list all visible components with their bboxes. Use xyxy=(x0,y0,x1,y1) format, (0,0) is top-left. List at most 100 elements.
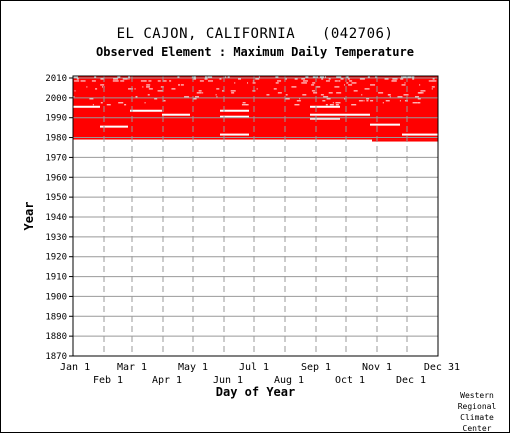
missing-period xyxy=(220,133,249,136)
y-tick-label: 1990 xyxy=(45,114,67,124)
missing-day xyxy=(312,76,318,78)
credit-line: Western xyxy=(460,391,494,400)
x-tick-label: May 1 xyxy=(178,362,208,373)
x-tick-label: Aug 1 xyxy=(274,375,304,386)
missing-day xyxy=(266,94,270,96)
missing-day xyxy=(334,86,340,88)
missing-day xyxy=(285,94,288,96)
missing-day xyxy=(86,86,88,88)
missing-day xyxy=(326,98,331,100)
x-tick-label: Jan 1 xyxy=(60,362,90,373)
missing-period xyxy=(340,113,370,116)
missing-day xyxy=(246,104,249,106)
missing-day xyxy=(411,76,415,78)
missing-day xyxy=(291,86,297,88)
missing-day xyxy=(198,90,202,92)
missing-day xyxy=(335,104,339,106)
missing-day xyxy=(196,92,202,94)
missing-day xyxy=(323,96,329,98)
missing-day xyxy=(346,82,349,84)
missing-day xyxy=(80,80,86,82)
missing-day xyxy=(238,78,242,80)
missing-day xyxy=(367,76,370,78)
missing-day xyxy=(216,88,220,90)
missing-day xyxy=(393,80,397,82)
missing-day xyxy=(113,78,119,80)
missing-day xyxy=(294,78,297,80)
missing-day xyxy=(204,78,208,80)
missing-day xyxy=(230,90,236,92)
missing-day xyxy=(284,78,287,80)
missing-day xyxy=(384,78,389,80)
missing-day xyxy=(160,86,164,88)
missing-day xyxy=(128,76,131,78)
missing-day xyxy=(207,80,213,82)
missing-day xyxy=(311,90,315,92)
missing-day xyxy=(231,92,235,94)
x-tick-label: Sep 1 xyxy=(301,362,331,373)
missing-day xyxy=(275,76,279,78)
missing-day xyxy=(285,98,290,100)
missing-day xyxy=(328,92,333,94)
missing-day xyxy=(345,76,349,78)
y-tick-label: 1900 xyxy=(45,292,67,302)
missing-day xyxy=(334,80,338,82)
missing-day xyxy=(199,80,204,82)
missing-day xyxy=(227,76,230,78)
missing-day xyxy=(76,78,79,80)
missing-day xyxy=(335,102,341,104)
missing-day xyxy=(302,80,308,82)
missing-period xyxy=(310,113,340,116)
missing-day xyxy=(431,86,435,88)
missing-day xyxy=(336,76,342,78)
missing-day xyxy=(397,96,403,98)
y-tick-label: 1920 xyxy=(45,253,67,263)
missing-day xyxy=(404,100,408,102)
missing-day xyxy=(349,80,353,82)
missing-day xyxy=(417,92,422,94)
missing-day xyxy=(366,100,369,102)
y-axis-label: Year xyxy=(22,202,36,231)
missing-day xyxy=(252,80,254,82)
missing-day xyxy=(120,80,125,82)
missing-day xyxy=(294,104,300,106)
missing-day xyxy=(412,102,418,104)
missing-day xyxy=(399,100,401,102)
missing-day xyxy=(316,86,321,88)
y-tick-label: 1930 xyxy=(45,233,67,243)
missing-day xyxy=(225,76,227,78)
plot-frame xyxy=(72,75,439,357)
missing-day xyxy=(364,88,370,90)
missing-day xyxy=(302,78,306,80)
x-tick-label: Feb 1 xyxy=(93,375,123,386)
y-tick-label: 2000 xyxy=(45,94,67,104)
missing-day xyxy=(414,96,419,98)
missing-day xyxy=(403,94,409,96)
missing-day xyxy=(419,84,421,86)
missing-day xyxy=(192,98,197,100)
missing-period xyxy=(220,115,249,118)
missing-day xyxy=(184,96,190,98)
missing-day xyxy=(295,78,298,80)
missing-day xyxy=(401,84,406,86)
missing-day xyxy=(134,88,136,90)
missing-day xyxy=(73,96,75,98)
missing-day xyxy=(180,84,184,86)
missing-day xyxy=(94,76,97,78)
missing-day xyxy=(255,78,260,80)
missing-day xyxy=(351,82,357,84)
missing-day xyxy=(347,78,350,80)
missing-period xyxy=(130,109,162,112)
missing-day xyxy=(202,92,204,94)
missing-day xyxy=(389,96,391,98)
missing-day xyxy=(208,76,213,78)
missing-day xyxy=(101,86,103,88)
missing-day xyxy=(325,80,330,82)
missing-day xyxy=(89,98,94,100)
missing-day xyxy=(195,96,200,98)
missing-period xyxy=(310,117,340,120)
y-tick-label: 1870 xyxy=(45,352,67,362)
missing-day xyxy=(193,78,197,80)
y-tick-label: 1890 xyxy=(45,312,67,322)
missing-day xyxy=(320,94,324,96)
